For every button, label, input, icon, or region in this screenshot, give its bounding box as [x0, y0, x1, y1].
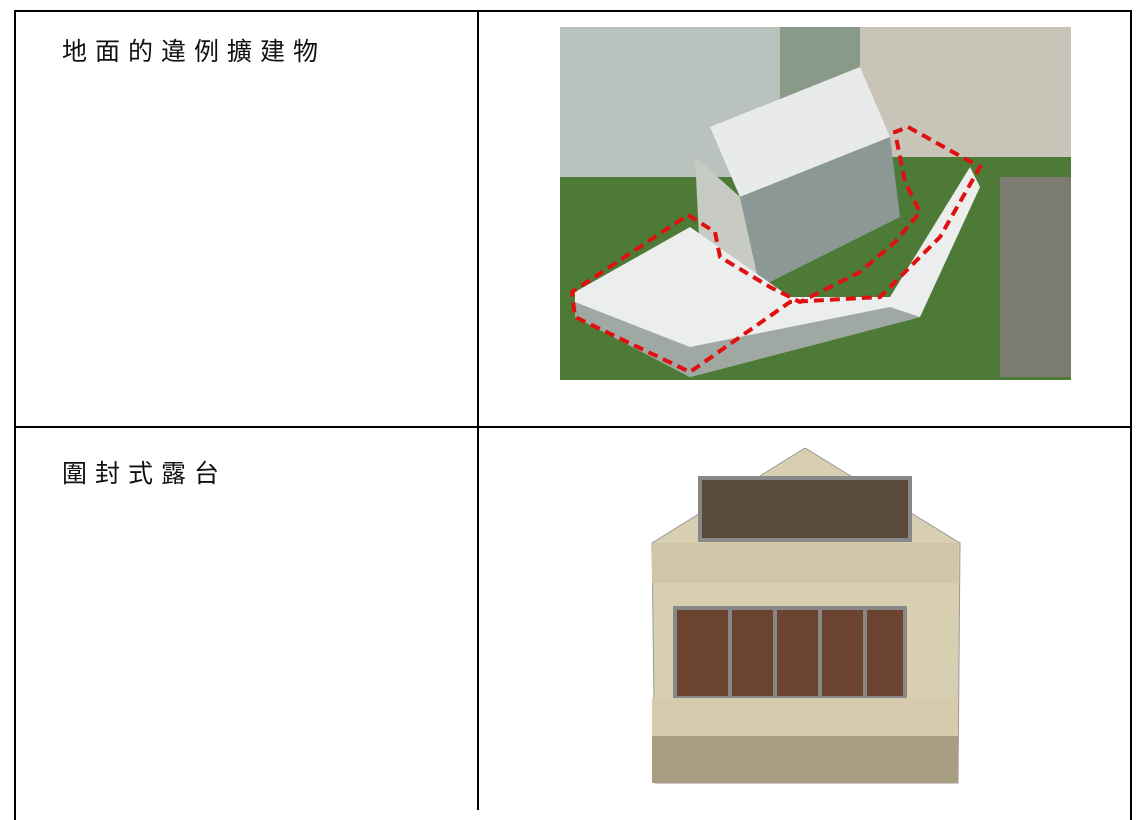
- row-label: 地面的違例擴建物: [62, 37, 327, 66]
- balcony-photo: [651, 448, 961, 784]
- row-label: 圍封式露台: [62, 459, 228, 488]
- table-border: [14, 10, 1132, 820]
- column-divider: [477, 10, 479, 810]
- aerial-photo: [560, 27, 1071, 380]
- row-divider: [14, 426, 1132, 428]
